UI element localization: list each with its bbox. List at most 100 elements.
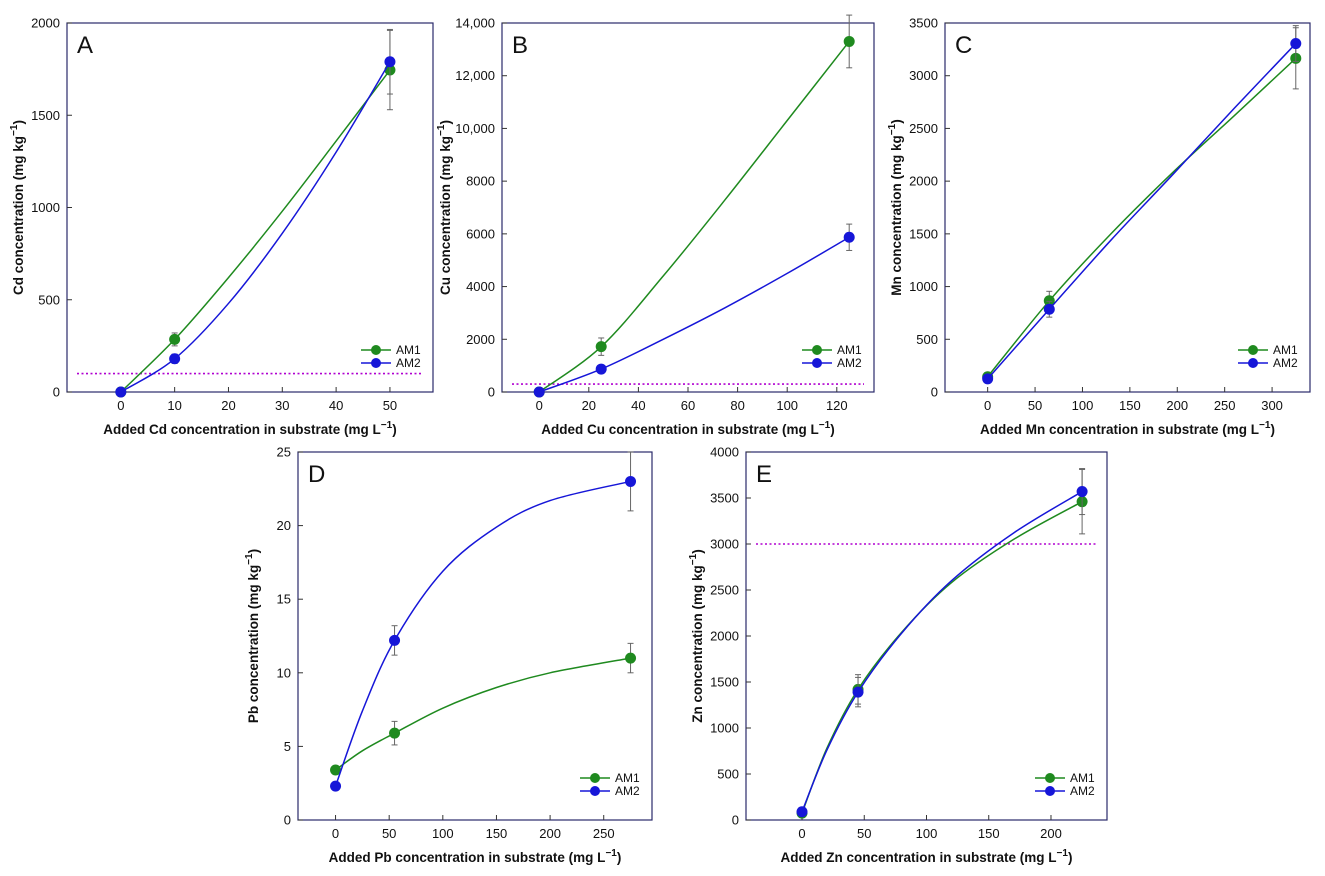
plot-frame bbox=[944, 22, 1311, 393]
panel-c: C0 50 100 150 200 250 300050010001500200025003… bbox=[887, 16, 1311, 437]
y-axis-label-text: Pb concentration (mg kg bbox=[246, 565, 261, 723]
x-tick-label: 100 bbox=[432, 826, 454, 841]
series-line bbox=[538, 40, 850, 393]
x-tick-label: 200 bbox=[1040, 826, 1062, 841]
data-point bbox=[389, 634, 401, 646]
data-point bbox=[1076, 486, 1088, 498]
y-tick-label: 0 bbox=[284, 813, 291, 828]
x-tick-label: 200 bbox=[539, 826, 561, 841]
series-am2 bbox=[533, 223, 855, 398]
data-point bbox=[384, 56, 396, 68]
y-axis-label-text: Cu concentration (mg kg bbox=[438, 136, 453, 295]
data-point bbox=[595, 363, 607, 375]
legend-marker bbox=[590, 773, 600, 783]
y-tick-label: 4000 bbox=[710, 445, 739, 460]
x-axis-label-sup: −1 bbox=[819, 420, 831, 431]
y-tick-label: 2000 bbox=[909, 174, 938, 189]
x-tick-label: 50 bbox=[383, 398, 397, 413]
x-tick-label: 150 bbox=[486, 826, 508, 841]
plot-frame bbox=[66, 22, 434, 393]
plot-frame bbox=[297, 451, 653, 821]
x-tick-label: 250 bbox=[593, 826, 615, 841]
legend-marker bbox=[1045, 773, 1055, 783]
data-point bbox=[625, 475, 637, 487]
y-tick-label: 3500 bbox=[909, 16, 938, 31]
x-tick-label: 150 bbox=[978, 826, 1000, 841]
x-axis-label-text: Added Mn concentration in substrate (mg … bbox=[980, 422, 1259, 437]
x-tick-label: 80 bbox=[730, 398, 744, 413]
x-tick-label: 250 bbox=[1214, 398, 1236, 413]
y-axis-label-end: ) bbox=[246, 549, 261, 554]
y-axis-label-end: ) bbox=[889, 119, 904, 124]
x-axis-label-text: Added Zn concentration in substrate (mg … bbox=[781, 850, 1057, 865]
panel-d: D 0 50 100 150 200 250 0 5 10 15 20 25 Added Pb conce… bbox=[244, 445, 653, 865]
x-tick-label: 0 bbox=[536, 398, 543, 413]
y-tick-label: 3000 bbox=[710, 537, 739, 552]
series-am2 bbox=[796, 468, 1088, 818]
legend-marker bbox=[1248, 358, 1258, 368]
x-axis-label-end: ) bbox=[1068, 850, 1073, 865]
y-tick-label: 15 bbox=[277, 592, 291, 607]
x-axis-label: Added Cd concentration in substrate (mg … bbox=[103, 420, 396, 437]
series-am1 bbox=[533, 14, 855, 398]
y-tick-label: 25 bbox=[277, 445, 291, 460]
series-line bbox=[335, 657, 631, 771]
panel-letter: B bbox=[512, 32, 528, 59]
y-tick-label: 20 bbox=[277, 518, 291, 533]
x-tick-label: 200 bbox=[1166, 398, 1188, 413]
series-line bbox=[801, 490, 1083, 813]
panel-letter: C bbox=[955, 32, 972, 59]
data-point bbox=[1043, 295, 1055, 307]
y-tick-label: 2000 bbox=[466, 332, 495, 347]
data-point bbox=[796, 806, 808, 818]
x-tick-label: 50 bbox=[1028, 398, 1042, 413]
legend-marker bbox=[371, 345, 381, 355]
y-tick-label: 500 bbox=[717, 767, 739, 782]
series-am1 bbox=[115, 29, 396, 398]
x-tick-label: 100 bbox=[916, 826, 938, 841]
x-axis-label-text: Added Pb concentration in substrate (mg … bbox=[329, 850, 606, 865]
y-axis-label-text: Mn concentration (mg kg bbox=[889, 135, 904, 296]
x-axis-label-sup: −1 bbox=[1259, 420, 1271, 431]
series-line bbox=[334, 480, 631, 787]
y-tick-label: 1000 bbox=[909, 279, 938, 294]
series-am1 bbox=[982, 27, 1302, 383]
y-tick-label: 2000 bbox=[31, 16, 60, 31]
y-tick-label: 1500 bbox=[31, 108, 60, 123]
y-tick-label: 3500 bbox=[710, 491, 739, 506]
x-tick-label: 10 bbox=[167, 398, 181, 413]
data-point bbox=[1290, 38, 1302, 50]
x-axis-label-end: ) bbox=[617, 850, 622, 865]
panel-letter: E bbox=[756, 461, 772, 488]
series-line bbox=[987, 43, 1297, 380]
panel-b: B 0 20 40 60 80 100 120 0 2000 4000 6000 8000 10,000 1… bbox=[436, 14, 875, 437]
y-tick-label: 0 bbox=[53, 385, 60, 400]
data-point bbox=[595, 341, 607, 353]
plot-frame bbox=[745, 451, 1108, 821]
data-point bbox=[389, 727, 401, 739]
y-tick-label: 2500 bbox=[909, 121, 938, 136]
legend-label: AM1 bbox=[615, 771, 640, 785]
panel-e: E0 50 100 150 200050010001500200025003000350… bbox=[688, 445, 1108, 865]
series-line bbox=[987, 57, 1297, 378]
data-point bbox=[330, 764, 342, 776]
x-tick-label: 150 bbox=[1119, 398, 1141, 413]
legend-label: AM1 bbox=[396, 343, 421, 357]
y-tick-label: 10,000 bbox=[455, 121, 495, 136]
plot-frame bbox=[501, 22, 875, 393]
y-tick-label: 8000 bbox=[466, 174, 495, 189]
legend-label: AM1 bbox=[1070, 771, 1095, 785]
legend-marker bbox=[1248, 345, 1258, 355]
y-axis-label: Cd concentration (mg kg−1) bbox=[9, 120, 26, 295]
x-axis-label-text: Added Cu concentration in substrate (mg … bbox=[541, 422, 819, 437]
y-axis-label: Pb concentration (mg kg−1) bbox=[244, 549, 261, 723]
legend-label: AM2 bbox=[837, 356, 862, 370]
data-point bbox=[1043, 303, 1055, 315]
y-tick-label: 5 bbox=[284, 739, 291, 754]
series-line bbox=[120, 69, 391, 393]
x-tick-label: 20 bbox=[582, 398, 596, 413]
